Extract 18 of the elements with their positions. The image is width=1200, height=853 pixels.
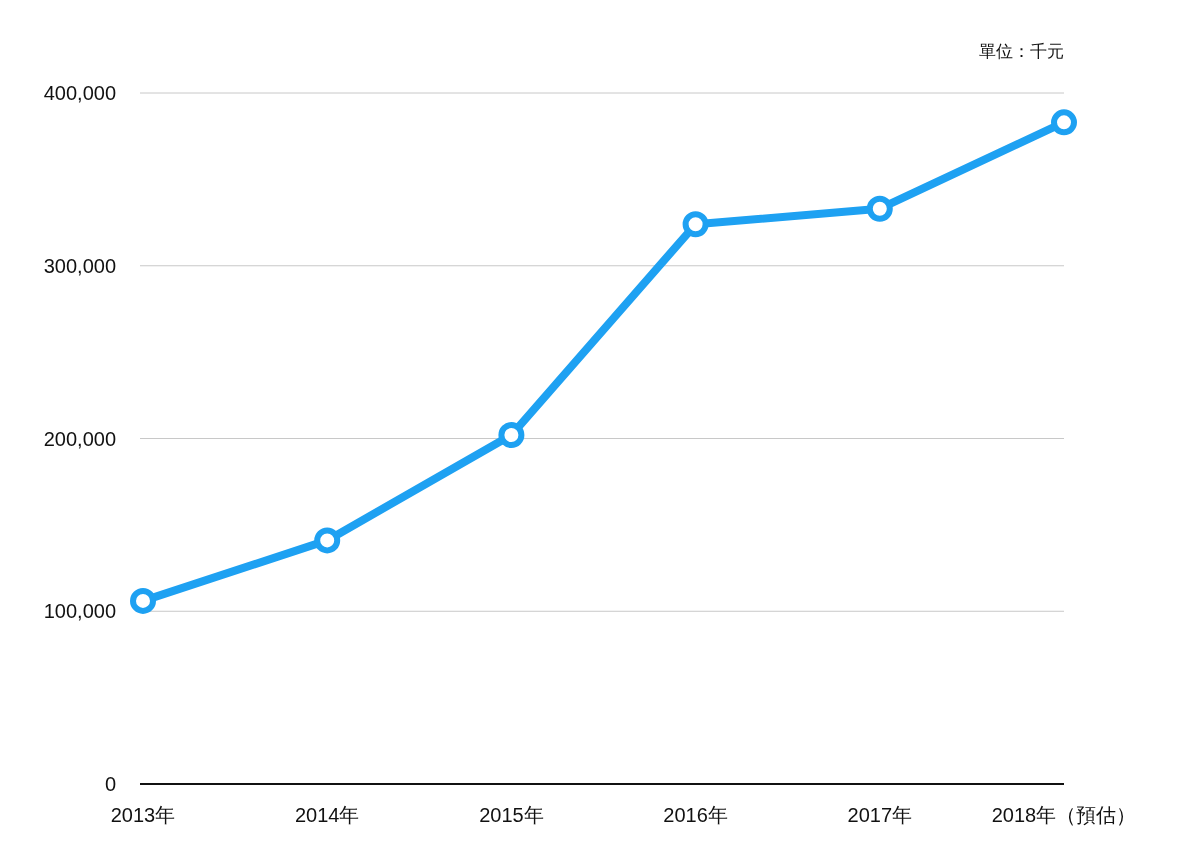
point [498,422,525,449]
y-tick-label: 400,000 [43,82,116,104]
x-tick-label: 2015年 [479,804,544,826]
point [866,195,893,222]
point [682,211,709,238]
x-tick-label: 2017年 [847,804,913,826]
y-tick-label: 300,000 [43,254,116,277]
y-tick-label: 100,000 [43,600,116,623]
x-tick-label: 2016年 [663,804,728,826]
text: 單位：千元 [979,42,1064,61]
point [314,527,341,554]
point [1051,109,1077,136]
point [130,587,156,614]
x-tick-label: 2013年 [110,804,176,826]
y-tick-label: 0 [104,773,116,795]
y-tick-label: 200,000 [43,427,116,450]
x-tick-label: 2018年（預估） [991,804,1137,826]
x-tick-label: 2014年 [294,804,360,826]
